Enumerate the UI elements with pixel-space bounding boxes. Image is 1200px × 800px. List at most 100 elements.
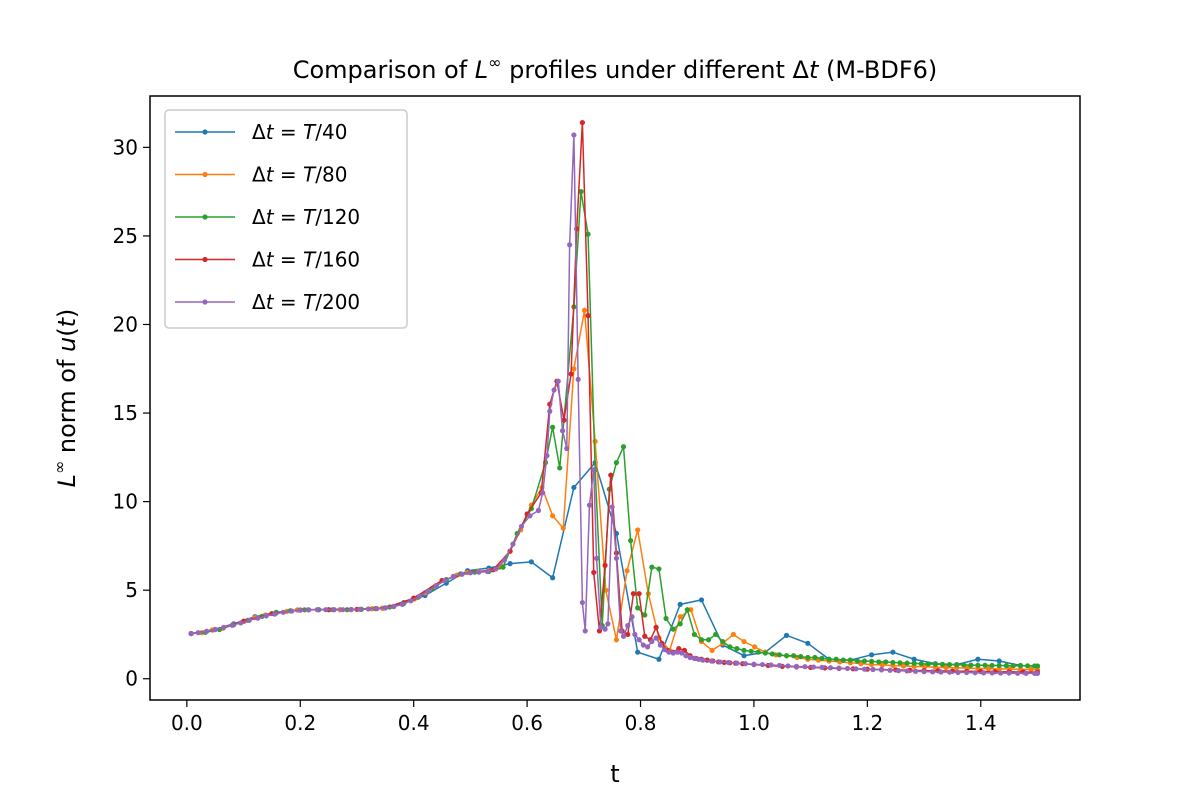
data-point (204, 628, 210, 634)
y-tick-label: 5 (125, 578, 138, 602)
data-point (564, 445, 570, 452)
data-point (730, 631, 736, 638)
data-point (783, 632, 790, 638)
data-point (844, 665, 851, 672)
data-point (670, 650, 676, 656)
data-point (968, 662, 974, 668)
data-point (221, 624, 227, 630)
data-point (691, 631, 697, 638)
legend-entry: Δt = T/200 (175, 290, 360, 314)
data-point (391, 603, 397, 610)
data-point (870, 666, 876, 673)
data-point (602, 626, 608, 632)
data-point (985, 666, 992, 672)
data-point (501, 557, 508, 563)
data-point (755, 649, 761, 655)
data-point (741, 653, 747, 659)
data-point (551, 387, 557, 393)
data-point (776, 662, 783, 669)
data-point (858, 661, 864, 667)
data-point (625, 631, 631, 638)
data-point (954, 662, 960, 668)
data-point (507, 561, 513, 567)
data-point (575, 376, 581, 382)
data-point (567, 242, 573, 248)
data-point (571, 484, 577, 491)
data-point (340, 607, 346, 613)
data-point (620, 633, 627, 639)
data-point (922, 664, 928, 670)
data-point (961, 662, 967, 668)
data-point (929, 669, 936, 675)
data-point (550, 424, 556, 430)
data-point (876, 659, 882, 665)
data-point (591, 467, 597, 473)
data-point (741, 638, 747, 645)
data-point (585, 313, 591, 319)
data-point (904, 668, 910, 674)
legend-box (164, 109, 408, 329)
data-point (670, 626, 676, 632)
data-point (229, 622, 235, 628)
data-point (972, 670, 978, 676)
data-point (921, 669, 927, 675)
data-point (981, 670, 987, 676)
data-point (769, 651, 775, 657)
data-point (348, 606, 354, 613)
data-point (642, 612, 648, 618)
data-point (645, 644, 651, 650)
data-point (938, 669, 944, 675)
data-point (550, 575, 556, 581)
data-point (975, 656, 981, 662)
data-point (618, 628, 624, 634)
y-axis-title: L∞ norm of u(t) (50, 309, 81, 488)
data-point (636, 637, 642, 643)
x-tick-label: 1.4 (965, 711, 997, 735)
data-point (996, 662, 1002, 669)
data-point (705, 637, 712, 643)
data-point (1010, 663, 1016, 669)
series-layer (188, 119, 1041, 677)
data-point (989, 670, 995, 676)
plot-frame (149, 95, 1081, 701)
data-point (608, 472, 614, 478)
data-point (433, 583, 439, 589)
data-point (674, 649, 680, 655)
data-point (593, 555, 600, 561)
chart-title: Comparison of L∞ profiles under differen… (293, 53, 938, 84)
data-point (510, 541, 516, 547)
y-tick-label: 20 (113, 312, 138, 336)
data-point (535, 507, 542, 514)
legend-marker (202, 214, 208, 220)
data-point (578, 189, 584, 195)
data-point (734, 660, 740, 666)
data-point (331, 607, 337, 613)
data-point (793, 663, 800, 669)
data-point (416, 593, 422, 599)
data-point (683, 653, 689, 659)
data-point (592, 438, 598, 444)
data-point (500, 564, 506, 570)
data-point (734, 646, 740, 652)
data-point (982, 662, 988, 668)
data-point (467, 570, 473, 576)
data-point (748, 648, 754, 654)
data-point (493, 566, 499, 572)
data-point (677, 621, 683, 627)
data-point (847, 657, 853, 663)
data-point (357, 606, 363, 612)
data-point (649, 564, 655, 570)
data-point (802, 664, 808, 670)
data-point (314, 607, 320, 613)
data-point (613, 637, 620, 643)
y-tick-label: 25 (113, 224, 138, 248)
data-point (861, 666, 868, 672)
data-point (629, 614, 635, 620)
x-tick-label: 0.8 (625, 711, 657, 735)
data-point (374, 606, 380, 612)
data-point (826, 656, 832, 662)
data-point (819, 655, 825, 661)
data-point (297, 607, 303, 613)
data-point (635, 527, 641, 533)
